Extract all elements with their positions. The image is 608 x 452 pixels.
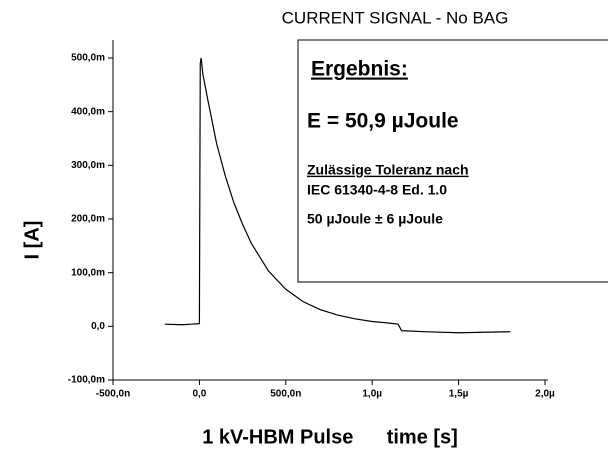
y-tick-label: 400,0m (71, 106, 105, 117)
plot-area: -100,0m 0,0 100,0m 200,0m 300,0m 400,0m 500,0m… (68, 53, 555, 400)
x-tick-label: 1,5µ (449, 389, 469, 400)
y-tick-label: -100,0m (68, 375, 105, 386)
result-value: E = 50,9 µJoule (307, 110, 459, 133)
y-tick-label: 200,0m (71, 214, 105, 225)
x-tick-label: 500,0n (270, 389, 301, 400)
tolerance-standard: IEC 61340-4-8 Ed. 1.0 (307, 182, 447, 198)
x-tick-label: -500,0n (96, 389, 130, 400)
x-tick-label: 1,0µ (362, 389, 382, 400)
signal-line (164, 57, 511, 334)
y-tick-label: 100,0m (71, 267, 105, 278)
result-heading: Ergebnis: (311, 58, 408, 81)
y-tick-label: 0,0 (91, 321, 105, 332)
x-tick-label: 2,0µ (535, 389, 555, 400)
y-tick-label: 500,0m (71, 53, 105, 64)
y-axis-label: I [A] (21, 221, 43, 260)
tolerance-range: 50 µJoule ± 6 µJoule (307, 211, 443, 227)
x-axis-label: 1 kV-HBM Pulse time [s] (202, 426, 458, 448)
result-box (297, 39, 608, 283)
y-tick-label: 300,0m (71, 160, 105, 171)
chart-title: CURRENT SIGNAL - No BAG (282, 8, 509, 27)
x-tick-label: 0,0 (192, 389, 206, 400)
tolerance-heading: Zulässige Toleranz nach (307, 162, 469, 178)
